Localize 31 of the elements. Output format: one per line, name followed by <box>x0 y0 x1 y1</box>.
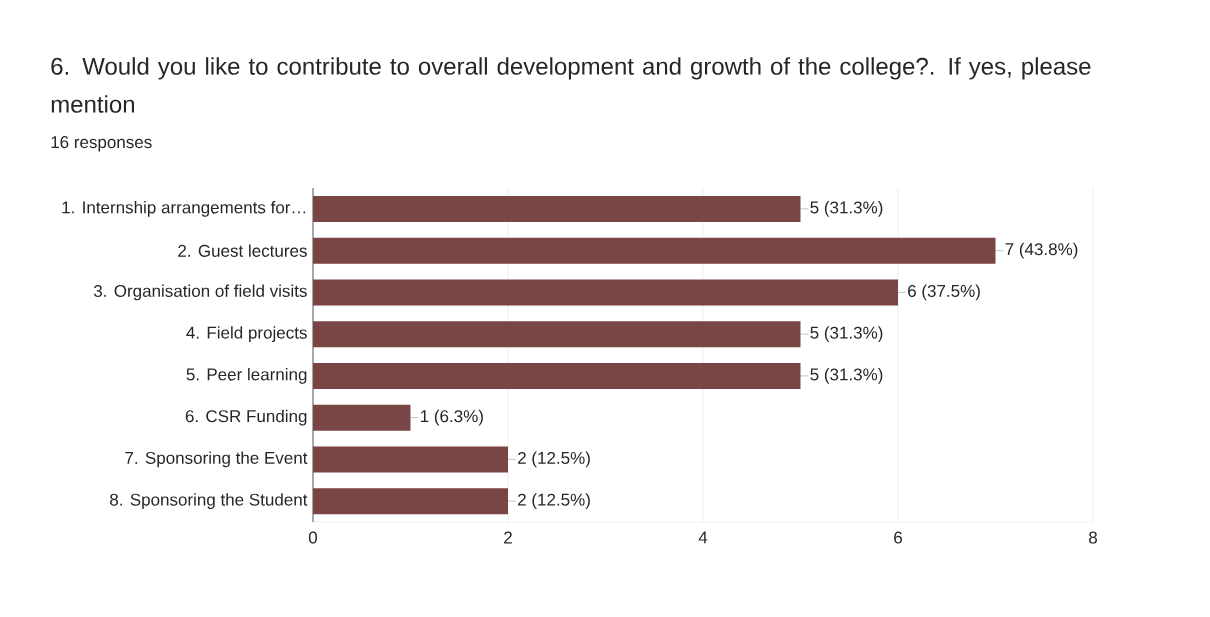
bar <box>313 195 801 222</box>
data-label: 5 (31.3%) <box>810 326 883 343</box>
data-label: 5 (31.3%) <box>810 367 883 384</box>
data-label: 2 (12.5%) <box>518 493 590 510</box>
bar <box>313 446 508 473</box>
data-label: 5 (31.3%) <box>810 200 883 217</box>
bar <box>313 279 898 306</box>
y-tick-label: 6. CSR Funding <box>185 409 307 426</box>
y-tick-label: 7. Sponsoring the Event <box>125 451 308 468</box>
data-label: 1 (6.3%) <box>421 409 483 426</box>
y-tick-label: 3. Organisation of field visits <box>93 284 307 301</box>
data-label: 7 (43.8%) <box>1005 242 1078 259</box>
data-label: 6 (37.5%) <box>908 284 980 301</box>
y-tick-label: 4. Field projects <box>186 326 307 343</box>
bar <box>313 362 801 389</box>
y-tick-label: 1. Internship arrangements for… <box>62 200 306 217</box>
bar <box>313 488 508 515</box>
x-tick-label: 2 <box>504 531 512 544</box>
y-tick-label: 2. Guest lectures <box>178 244 307 257</box>
bar <box>313 404 411 431</box>
y-tick-label: 8. Sponsoring the Student <box>110 493 308 510</box>
text: 16 responses <box>51 136 152 152</box>
y-tick-label: 5. Peer learning <box>186 367 307 384</box>
x-tick-label: 8 <box>1089 531 1097 544</box>
bar <box>313 237 996 264</box>
x-tick-label: 4 <box>698 531 708 544</box>
x-tick-label: 6 <box>894 531 902 544</box>
x-tick-label: 0 <box>308 531 318 544</box>
data-label: 2 (12.5%) <box>518 451 590 468</box>
chart-title: 6. Would you like to contribute to overall development and growth of the college?. If yes, please mention <box>51 57 1091 113</box>
bar <box>313 321 801 348</box>
